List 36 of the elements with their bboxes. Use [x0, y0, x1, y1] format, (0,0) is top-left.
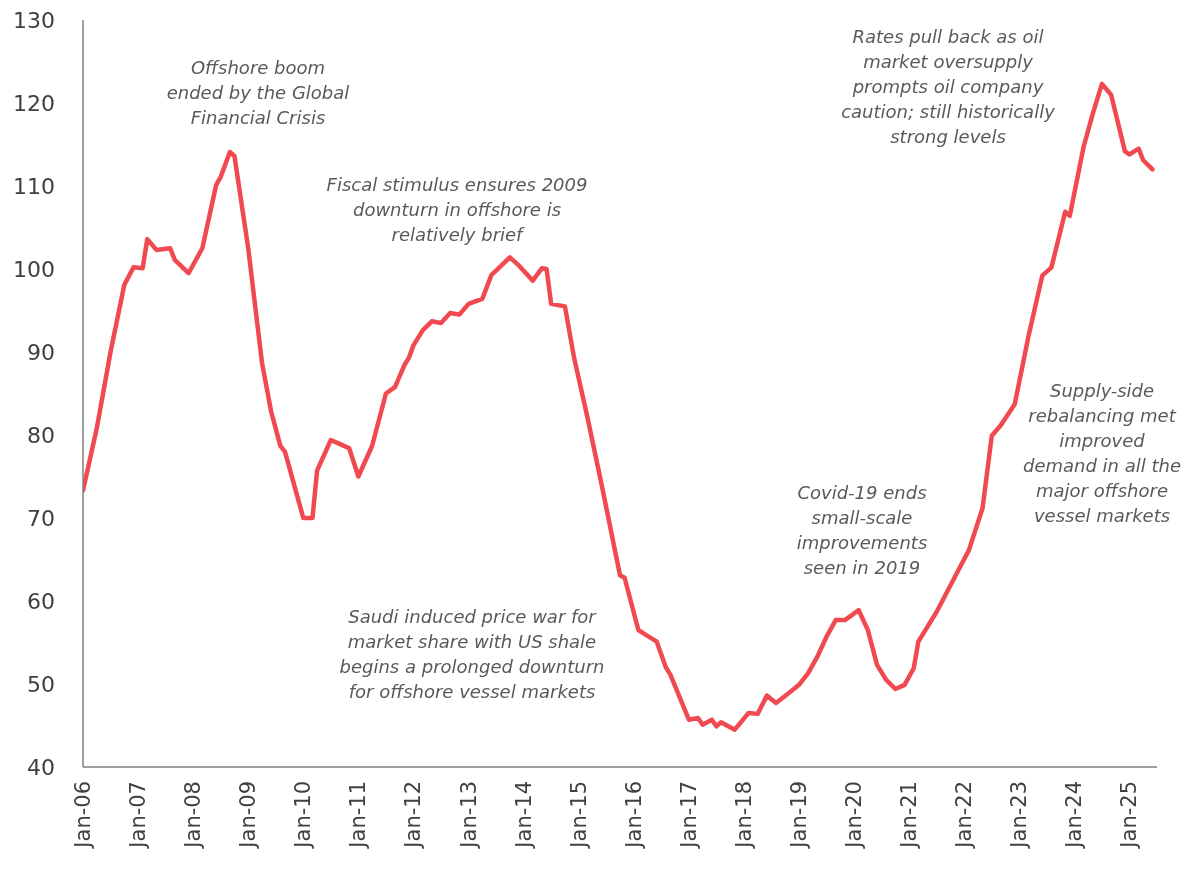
x-tick-label: Jan-14: [511, 781, 536, 850]
y-tick-label: 120: [13, 90, 55, 116]
annotation: Fiscal stimulus ensures 2009 downturn in offshore is relatively brief: [325, 173, 589, 247]
y-tick-label: 50: [27, 671, 55, 697]
x-tick-label: Jan-12: [401, 781, 426, 850]
annotation: Saudi induced price war for market share with US shale begins a prolonged downturn for offshore vessel markets: [338, 605, 606, 704]
y-tick-label: 40: [27, 754, 55, 780]
y-tick-label: 90: [27, 339, 55, 365]
x-tick-label: Jan-11: [346, 781, 371, 850]
x-tick-label: Jan-20: [842, 781, 867, 850]
y-tick-label: 60: [27, 588, 55, 614]
annotation: Covid-19 ends small-scale improvements seen in 2019: [795, 481, 929, 580]
y-tick-label: 100: [13, 256, 55, 282]
x-tick-label: Jan-13: [456, 781, 481, 850]
x-tick-label: Jan-19: [787, 781, 811, 850]
annotation: Offshore boom ended by the Global Financial Crisis: [165, 56, 351, 130]
x-tick-label: Jan-16: [621, 781, 646, 850]
x-tick-label: Jan-21: [897, 781, 922, 850]
x-tick-label: Jan-10: [291, 781, 316, 850]
annotation: Rates pull back as oil market oversupply prompts oil company caution; still historically strong levels: [840, 25, 1056, 149]
annotation: Supply-side rebalancing met improved demand in all the major offshore vessel markets: [1021, 379, 1182, 528]
x-tick-label: Jan-23: [1007, 781, 1032, 850]
y-tick-label: 110: [13, 173, 55, 199]
x-tick-label: Jan-07: [126, 781, 151, 850]
x-tick-label: Jan-08: [181, 781, 206, 850]
x-tick-label: Jan-09: [236, 781, 261, 850]
y-tick-label: 80: [27, 422, 55, 448]
x-tick-label: Jan-22: [952, 781, 977, 850]
x-tick-label: Jan-15: [566, 781, 591, 850]
x-tick-label: Jan-18: [731, 781, 756, 850]
x-tick-label: Jan-24: [1062, 781, 1087, 850]
x-tick-label: Jan-06: [71, 781, 95, 850]
x-tick-label: Jan-17: [676, 781, 701, 850]
x-tick-label: Jan-25: [1117, 781, 1142, 850]
y-tick-label: 70: [27, 505, 55, 531]
y-tick-label: 130: [13, 7, 55, 33]
